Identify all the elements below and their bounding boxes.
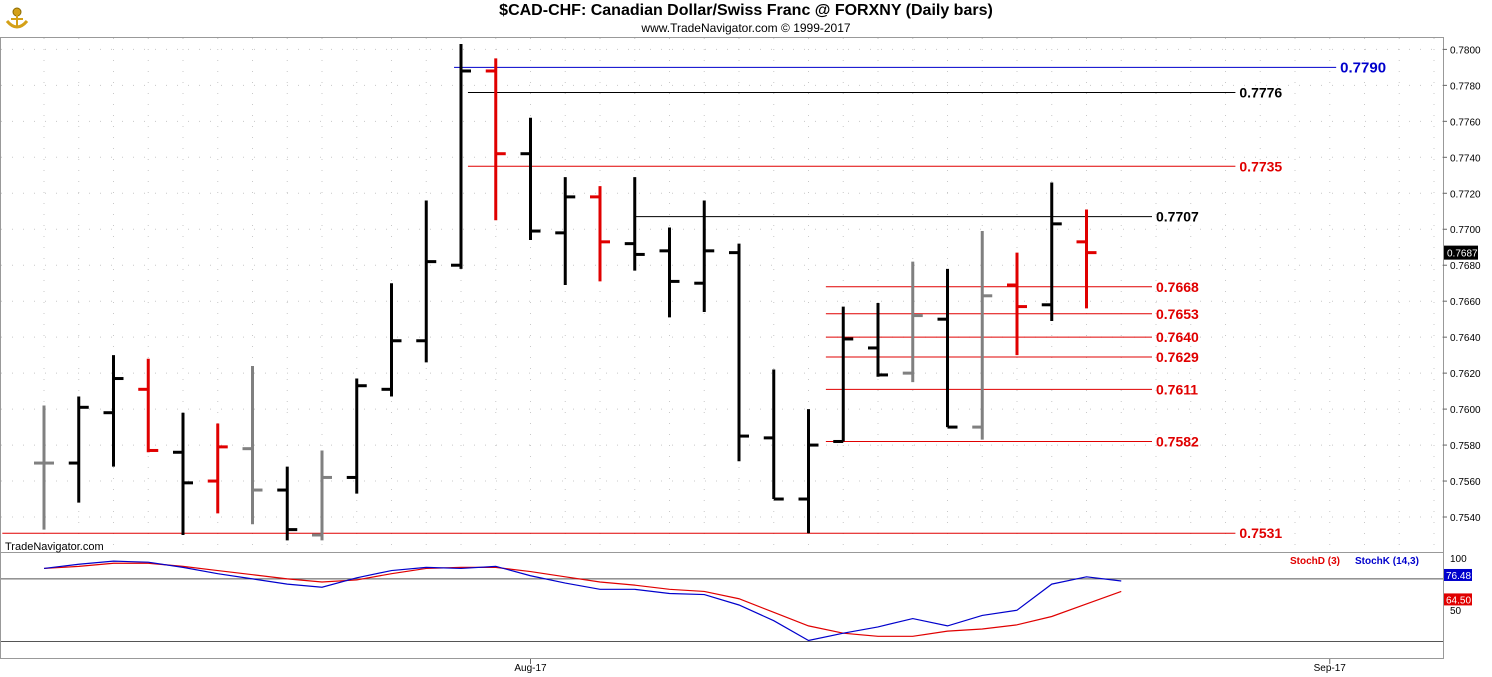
- y-tick-label: 0.7780: [1450, 81, 1481, 92]
- trade-navigator-logo-icon: [2, 3, 32, 33]
- chart-subtitle: www.TradeNavigator.com © 1999-2017: [641, 21, 851, 35]
- stoch-legend-d: StochD (3): [1290, 556, 1340, 567]
- level-label: 0.7629: [1156, 349, 1199, 365]
- y-tick-label: 0.7580: [1450, 441, 1481, 452]
- y-tick-label: 0.7560: [1450, 477, 1481, 488]
- y-tick-label: 0.7760: [1450, 117, 1481, 128]
- y-tick-label: 0.7720: [1450, 189, 1481, 200]
- level-label: 0.7653: [1156, 306, 1199, 322]
- stoch-legend-k: StochK (14,3): [1355, 556, 1419, 567]
- y-tick-label: 0.7680: [1450, 261, 1481, 272]
- price-panel-border: [0, 37, 1444, 553]
- level-label: 0.7531: [1239, 525, 1282, 541]
- level-label: 0.7776: [1239, 85, 1282, 101]
- level-label: 0.7640: [1156, 329, 1199, 345]
- x-tick-label: Aug-17: [514, 663, 547, 674]
- level-label: 0.7707: [1156, 209, 1199, 225]
- y-tick-label: 0.7800: [1450, 45, 1481, 56]
- level-label: 0.7790: [1340, 59, 1386, 76]
- x-tick-label: Sep-17: [1314, 663, 1347, 674]
- y-tick-label: 0.7620: [1450, 369, 1481, 380]
- stoch-panel-border: [0, 552, 1444, 659]
- stoch-tick-label: 100: [1450, 554, 1467, 565]
- stoch-value-label: 76.48: [1446, 571, 1471, 582]
- y-tick-label: 0.7600: [1450, 405, 1481, 416]
- stoch-tick-label: 50: [1450, 606, 1462, 617]
- y-tick-label: 0.7540: [1450, 513, 1481, 524]
- y-tick-label: 0.7660: [1450, 297, 1481, 308]
- level-label: 0.7668: [1156, 279, 1199, 295]
- stoch-value-label: 64.50: [1446, 595, 1471, 606]
- stoch-line: [43, 560, 1122, 642]
- watermark-text: TradeNavigator.com: [5, 541, 104, 553]
- stoch-value-badge: [1444, 593, 1472, 606]
- last-price-label: 0.7687: [1447, 249, 1478, 260]
- price-chart: 0.7790 0.7776 0.7735 0.7707 0.7668 0.7653 0.76…: [0, 37, 1481, 674]
- stoch-line: [43, 562, 1122, 637]
- stoch-value-badge: [1444, 568, 1472, 581]
- chart-title: $CAD-CHF: Canadian Dollar/Swiss Franc @ …: [499, 2, 993, 19]
- level-label: 0.7735: [1239, 158, 1282, 174]
- last-price-badge: [1444, 245, 1478, 260]
- level-label: 0.7582: [1156, 433, 1199, 449]
- y-tick-label: 0.7740: [1450, 153, 1481, 164]
- y-tick-label: 0.7700: [1450, 225, 1481, 236]
- y-tick-label: 0.7640: [1450, 333, 1481, 344]
- level-label: 0.7611: [1156, 381, 1198, 397]
